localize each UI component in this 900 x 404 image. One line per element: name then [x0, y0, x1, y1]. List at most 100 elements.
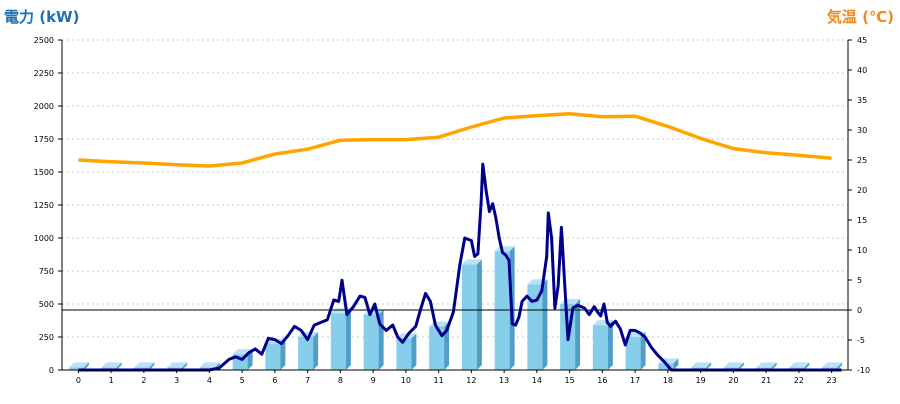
power-bar: [396, 338, 412, 370]
right-axis-title: 気温 (℃): [826, 8, 894, 26]
right-tick-label: 0: [857, 306, 862, 315]
x-tick-label: 16: [597, 376, 607, 385]
power-bar-side: [575, 299, 581, 370]
power-bar: [330, 313, 346, 370]
power-bar-side: [345, 308, 351, 370]
right-tick-label: 5: [857, 276, 862, 285]
gridlines: [62, 39, 848, 338]
power-bar-side: [640, 332, 646, 370]
x-tick-label: 7: [305, 376, 310, 385]
temperature-series: [78, 112, 832, 168]
power-bar-side: [411, 333, 417, 370]
x-tick-label: 22: [794, 376, 804, 385]
axes: [58, 39, 852, 373]
x-tick-label: 1: [109, 376, 114, 385]
power-bar-top: [167, 362, 188, 368]
x-tick-label: 10: [401, 376, 411, 385]
power-bar: [298, 337, 314, 370]
x-tick-label: 15: [565, 376, 575, 385]
x-tick-label: 8: [338, 376, 343, 385]
power-bar-top: [68, 362, 89, 368]
right-tick-label: 10: [857, 246, 867, 255]
left-tick-label: 2250: [34, 69, 54, 78]
power-bar-side: [804, 362, 810, 370]
power-bar-side: [673, 358, 679, 370]
right-tick-label: 45: [857, 36, 867, 45]
x-tick-label: 3: [174, 376, 179, 385]
hourly-power-bars: [68, 246, 843, 370]
x-tick-label: 19: [696, 376, 706, 385]
power-bar-top: [723, 362, 744, 368]
left-tick-label: 1500: [34, 168, 54, 177]
power-bar-top: [461, 259, 482, 265]
x-tick-label: 21: [761, 376, 771, 385]
right-tick-label: -5: [857, 336, 865, 345]
x-tick-label: 9: [371, 376, 376, 385]
power-bar-side: [83, 362, 89, 370]
right-tick-label: 30: [857, 126, 867, 135]
power-bar-top: [494, 246, 515, 252]
power-bar: [363, 314, 379, 370]
left-tick-label: 1750: [34, 135, 54, 144]
power-bar-side: [182, 362, 188, 370]
left-tick-label: 1250: [34, 201, 54, 210]
temperature-line: [78, 112, 832, 168]
power-5min-series: [78, 162, 842, 372]
power-bar-side: [542, 279, 548, 370]
power-bar-top: [756, 362, 777, 368]
x-tick-label: 2: [141, 376, 146, 385]
x-tick-label: 11: [434, 376, 444, 385]
left-axis-title: 電力 (kW): [4, 8, 80, 26]
right-tick-label: 40: [857, 66, 867, 75]
x-tick-label: 17: [630, 376, 640, 385]
power-bar-side: [706, 362, 712, 370]
right-tick-label: -10: [857, 366, 870, 375]
power-bar: [625, 337, 641, 370]
power-bar-side: [771, 362, 777, 370]
left-tick-label: 2500: [34, 36, 54, 45]
power-bar-top: [134, 362, 155, 368]
power-bar: [494, 251, 510, 370]
left-tick-label: 750: [39, 267, 54, 276]
x-tick-label: 12: [466, 376, 476, 385]
power-bar-top: [789, 362, 810, 368]
power-bar-side: [837, 362, 843, 370]
tick-labels: 02505007501000125015001750200022502500-1…: [34, 36, 870, 385]
x-tick-label: 4: [207, 376, 212, 385]
x-tick-label: 6: [272, 376, 277, 385]
power-bar-top: [691, 362, 712, 368]
power-bar-top: [101, 362, 122, 368]
left-tick-label: 0: [49, 366, 54, 375]
x-tick-label: 13: [499, 376, 509, 385]
power-bar: [68, 367, 84, 370]
power-bar-top: [822, 362, 843, 368]
power-bar-side: [116, 362, 122, 370]
power-bar-side: [149, 362, 155, 370]
right-tick-label: 15: [857, 216, 867, 225]
power-bar: [592, 325, 608, 370]
power-bar: [265, 343, 281, 370]
power-bar-side: [607, 320, 613, 370]
x-tick-label: 5: [240, 376, 245, 385]
power-bar-top: [199, 362, 220, 368]
power-bar: [429, 326, 445, 370]
power-bar: [461, 264, 477, 370]
left-tick-label: 500: [39, 300, 54, 309]
left-tick-label: 2000: [34, 102, 54, 111]
right-tick-label: 35: [857, 96, 867, 105]
left-tick-label: 1000: [34, 234, 54, 243]
x-tick-label: 18: [663, 376, 673, 385]
power-bar-side: [476, 259, 482, 370]
left-tick-label: 250: [39, 333, 54, 342]
x-tick-label: 0: [76, 376, 81, 385]
right-tick-label: 25: [857, 156, 867, 165]
x-tick-label: 23: [827, 376, 837, 385]
power-bar-side: [738, 362, 744, 370]
power-bar-side: [280, 338, 286, 370]
right-tick-label: 20: [857, 186, 867, 195]
power-line: [78, 162, 842, 372]
power-bar: [658, 363, 674, 370]
power-bar: [527, 284, 543, 370]
